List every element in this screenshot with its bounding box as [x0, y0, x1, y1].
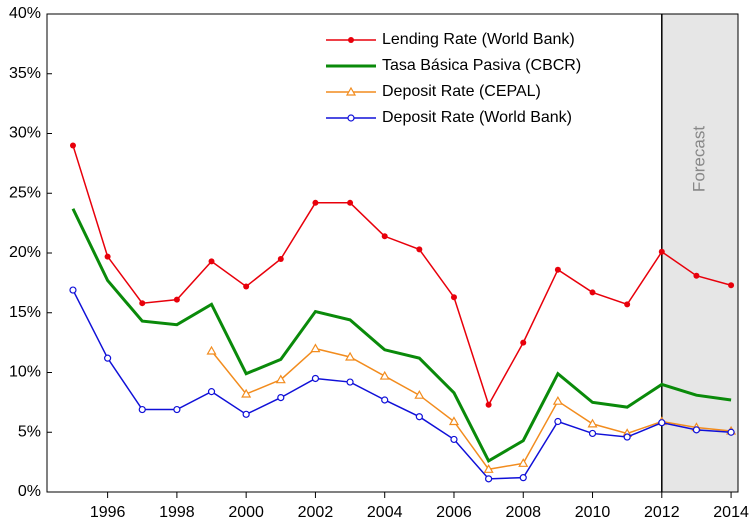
point — [416, 246, 423, 253]
point — [138, 405, 146, 414]
point — [415, 413, 423, 421]
point — [519, 474, 527, 482]
legend-label: Deposit Rate (CEPAL) — [382, 83, 541, 100]
y-tick-label: 35% — [9, 65, 41, 82]
legend-label: Lending Rate (World Bank) — [382, 31, 575, 48]
forecast-label: Forecast — [689, 126, 708, 192]
point — [520, 339, 527, 346]
x-tick-label: 1996 — [90, 504, 126, 521]
point — [277, 255, 284, 262]
point — [139, 300, 146, 307]
y-tick-label: 15% — [9, 304, 41, 321]
point — [552, 395, 563, 405]
point — [588, 429, 597, 438]
x-tick-label: 2010 — [575, 504, 611, 521]
point — [658, 248, 665, 255]
point — [311, 374, 320, 383]
point — [414, 389, 425, 399]
point — [483, 464, 494, 473]
point — [69, 142, 76, 149]
point — [381, 233, 388, 240]
series-line — [72, 289, 732, 480]
series-line — [71, 208, 732, 464]
x-tick-label: 2002 — [298, 504, 334, 521]
series-line — [72, 145, 732, 407]
y-tick-label: 40% — [9, 5, 41, 22]
x-tick-label: 1998 — [159, 504, 195, 521]
point — [554, 417, 562, 426]
legend: Lending Rate (World Bank) Tasa Básica Pas… — [326, 31, 581, 126]
y-tick-label: 30% — [9, 125, 41, 142]
point — [554, 266, 561, 273]
legend-label: Tasa Básica Pasiva (CBCR) — [382, 57, 581, 74]
y-tick-label: 25% — [9, 184, 41, 201]
point — [727, 428, 735, 436]
point — [104, 354, 112, 362]
point — [206, 345, 217, 355]
point — [658, 419, 666, 427]
point — [208, 258, 215, 265]
point — [347, 199, 354, 206]
point — [69, 286, 77, 294]
point — [242, 410, 250, 418]
point — [623, 433, 631, 441]
point — [485, 475, 493, 483]
x-tick-label: 2004 — [367, 504, 403, 521]
point — [173, 405, 181, 414]
point — [275, 374, 286, 384]
point — [207, 388, 216, 396]
legend-marker — [348, 37, 354, 43]
x-tick-label: 2006 — [436, 504, 472, 521]
series-line — [210, 347, 732, 471]
legend-marker — [345, 86, 357, 96]
point — [345, 351, 356, 361]
y-tick-label: 5% — [18, 423, 41, 440]
point — [589, 289, 596, 296]
point — [518, 458, 529, 467]
x-tick-label: 2014 — [713, 504, 749, 521]
point — [173, 296, 180, 303]
x-tick-label: 2008 — [505, 504, 541, 521]
point — [381, 396, 389, 404]
point — [379, 370, 390, 380]
forecast-region — [661, 14, 738, 492]
point — [241, 388, 252, 398]
point — [310, 343, 321, 353]
point — [692, 426, 701, 434]
point — [312, 199, 319, 206]
point — [587, 418, 598, 428]
point — [450, 435, 458, 444]
x-tick-label: 2012 — [644, 504, 680, 521]
point — [450, 294, 457, 301]
legend-marker — [347, 114, 355, 122]
point — [485, 401, 492, 408]
x-tick-label: 2000 — [228, 504, 264, 521]
y-tick-label: 10% — [9, 364, 41, 381]
y-tick-label: 20% — [9, 244, 41, 261]
point — [728, 282, 735, 289]
point — [448, 416, 460, 426]
point — [346, 378, 354, 386]
point — [624, 301, 631, 308]
point — [277, 393, 285, 402]
y-tick-label: 0% — [18, 483, 41, 500]
point — [243, 283, 250, 290]
point — [693, 272, 700, 279]
legend-label: Deposit Rate (World Bank) — [382, 109, 572, 126]
point — [104, 253, 111, 260]
